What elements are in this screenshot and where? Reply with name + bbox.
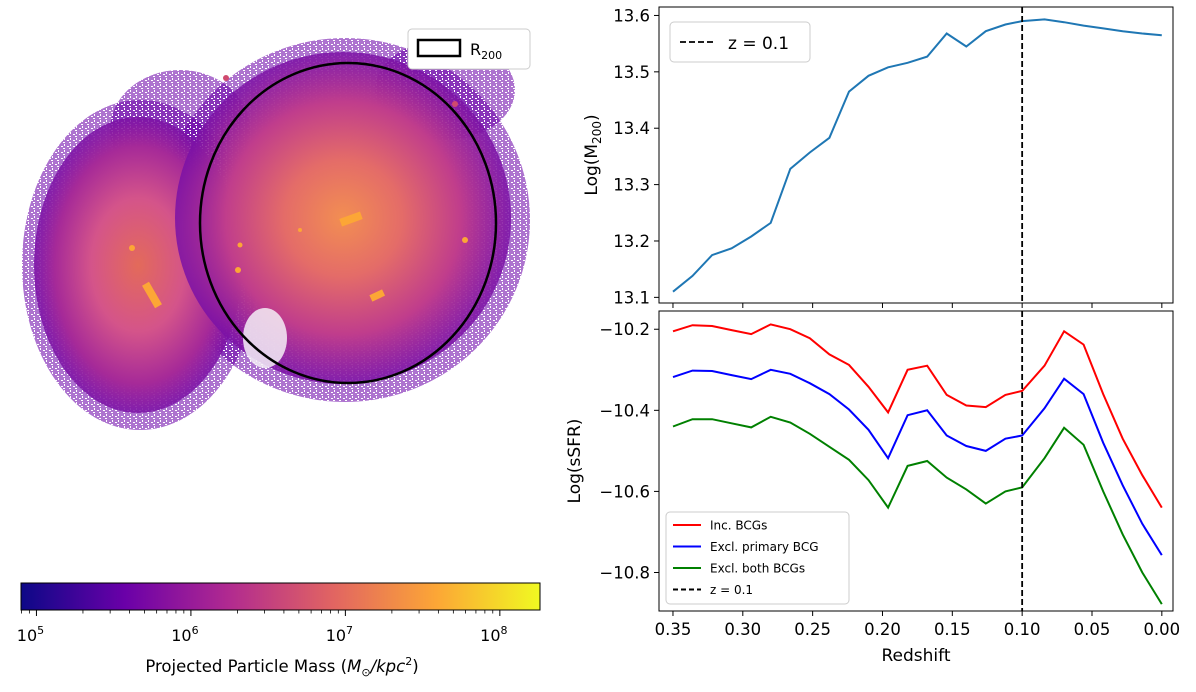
ssfr-x-tick-label: 0.20 <box>864 620 901 639</box>
ssfr-legend-label: z = 0.1 <box>710 583 753 597</box>
ssfr-legend-label: Inc. BCGs <box>710 519 767 533</box>
ssfr-y-ticks: −10.2 −10.4 −10.6 −10.8 <box>599 320 659 582</box>
ssfr-legend-box <box>665 511 850 605</box>
ssfr-y-tick-label: −10.8 <box>599 563 650 582</box>
m200-chart: 13.1 13.2 13.3 13.4 13.5 13.6 Log(M200) z = 0… <box>582 6 1174 308</box>
ssfr-legend-label: Excl. both BCGs <box>710 562 805 576</box>
ssfr-x-tick-label: 0.00 <box>1143 620 1180 639</box>
ssfr-x-tick-label: 0.35 <box>655 620 692 639</box>
m200-y-tick-label: 13.6 <box>613 6 650 25</box>
mass-map-substructures <box>129 75 468 309</box>
colorbar-tick-label: 108 <box>480 624 507 645</box>
map-legend: R200 <box>407 28 531 70</box>
mass-map: R200 <box>22 28 531 430</box>
m200-y-label: Log(M200) <box>582 114 604 195</box>
colorbar-gradient <box>20 582 541 611</box>
ssfr-y-tick-label: −10.2 <box>599 320 650 339</box>
m200-legend: z = 0.1 <box>669 21 811 63</box>
r200-circle <box>198 61 498 385</box>
m200-y-tick-label: 13.5 <box>613 63 650 82</box>
colorbar-tick-label: 106 <box>171 624 198 645</box>
m200-y-tick-label: 13.2 <box>613 232 650 251</box>
ssfr-legend-label: Excl. primary BCG <box>710 540 819 554</box>
colorbar: 105 106 107 108 Projected Particle Mass (M⊙… <box>17 582 541 679</box>
map-legend-box <box>407 28 531 70</box>
ssfr-series-line <box>672 415 1163 605</box>
colorbar-label: Projected Particle Mass (M⊙/kpc2) <box>145 655 418 679</box>
ssfr-chart: −10.2 −10.4 −10.6 −10.8 0.35 0.30 0.25 0.20 0.1… <box>565 310 1180 666</box>
ssfr-series-line <box>672 368 1163 556</box>
m200-legend-label: z = 0.1 <box>728 34 789 54</box>
m200-x-ticks <box>672 303 1163 308</box>
ssfr-x-tick-label: 0.05 <box>1074 620 1111 639</box>
ssfr-x-ticks: 0.35 0.30 0.25 0.20 0.15 0.10 0.05 0.00 <box>655 611 1180 639</box>
m200-y-tick-label: 13.4 <box>613 119 650 138</box>
m200-y-tick-label: 13.1 <box>613 288 650 307</box>
ssfr-x-tick-label: 0.30 <box>724 620 761 639</box>
m200-series-line <box>672 18 1162 293</box>
ssfr-y-tick-label: −10.4 <box>599 401 650 420</box>
m200-legend-box <box>669 21 811 63</box>
m200-y-tick-label: 13.3 <box>613 176 650 195</box>
ssfr-x-label: Redshift <box>881 646 950 666</box>
ssfr-x-tick-label: 0.10 <box>1004 620 1041 639</box>
ssfr-x-tick-label: 0.25 <box>794 620 831 639</box>
ssfr-y-label: Log(sSFR) <box>565 419 585 504</box>
ssfr-y-tick-label: −10.6 <box>599 482 650 501</box>
map-legend-label: R200 <box>470 40 502 62</box>
ssfr-x-tick-label: 0.15 <box>934 620 971 639</box>
colorbar-tick-label: 107 <box>326 624 353 645</box>
colorbar-tick-label: 105 <box>17 624 44 645</box>
ssfr-legend: Inc. BCGs Excl. primary BCG Excl. both BCG… <box>665 511 850 605</box>
ssfr-series-line <box>672 323 1163 509</box>
m200-y-ticks: 13.1 13.2 13.3 13.4 13.5 13.6 <box>613 6 659 307</box>
ssfr-series-lines <box>672 323 1163 605</box>
colorbar-ticks: 105 106 107 108 <box>17 610 508 645</box>
map-legend-swatch <box>416 38 462 58</box>
